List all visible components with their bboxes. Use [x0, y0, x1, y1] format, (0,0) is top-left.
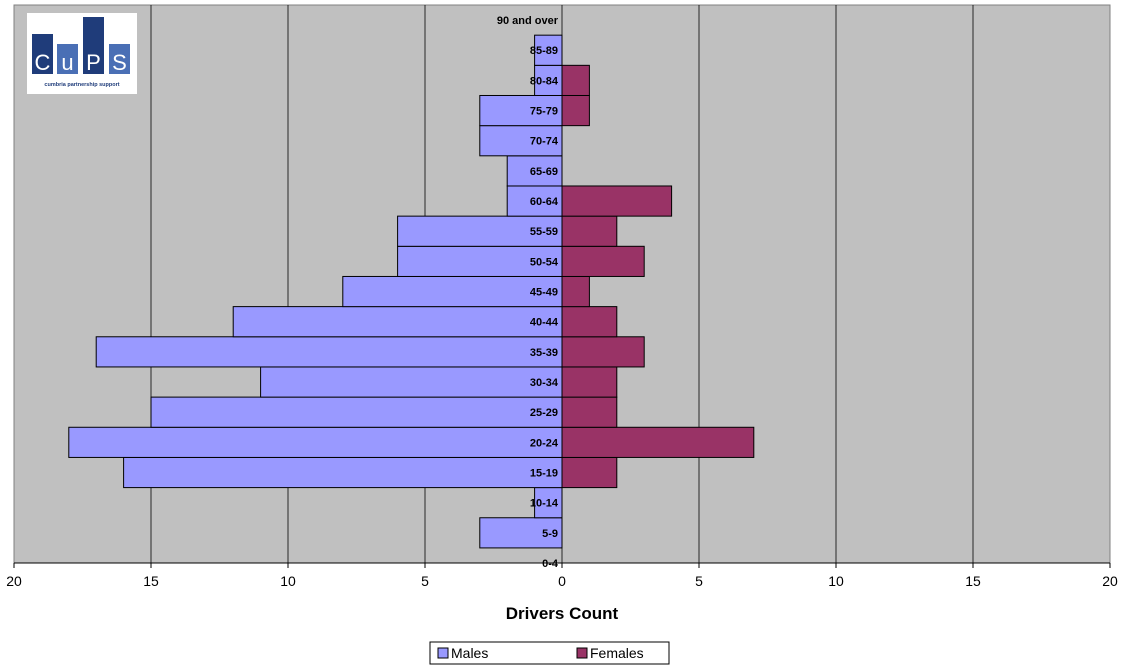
bar-males-25-29 — [150, 396, 563, 428]
bars — [68, 34, 755, 549]
category-label: 40-44 — [530, 317, 559, 329]
legend-label-males: Males — [451, 645, 488, 661]
x-tick-label: 20 — [6, 573, 22, 589]
bar-males-55-59 — [397, 215, 563, 247]
category-label: 45-49 — [530, 287, 558, 299]
bar-males-10-14 — [534, 487, 563, 519]
legend-label-females: Females — [590, 645, 644, 661]
bar-females-80-84 — [561, 64, 590, 96]
logo-block-s — [109, 44, 130, 74]
bar-females-50-54 — [561, 245, 645, 277]
category-label: 55-59 — [530, 226, 558, 238]
x-axis-ticks: 20 15 10 5 0 5 10 15 20 — [6, 563, 1118, 589]
category-label: 10-14 — [530, 498, 559, 510]
category-label: 85-89 — [530, 45, 558, 57]
category-label: 65-69 — [530, 166, 558, 178]
bar-females-55-59 — [561, 215, 618, 247]
x-tick-label: 15 — [965, 573, 981, 589]
logo-block-u — [57, 44, 78, 74]
x-tick-label: 5 — [695, 573, 703, 589]
bar-females-60-64 — [561, 185, 673, 217]
bar-males-30-34 — [260, 366, 563, 398]
x-tick-label: 15 — [143, 573, 159, 589]
legend-box — [429, 641, 670, 665]
bar-males-80-84 — [534, 64, 563, 96]
category-label: 20-24 — [530, 437, 559, 449]
category-label: 25-29 — [530, 407, 558, 419]
bar-females-75-79 — [561, 94, 590, 127]
bar-females-40-44 — [561, 306, 618, 338]
category-label: 80-84 — [530, 75, 559, 87]
cups-logo: C u P S cumbria partnership support — [27, 13, 137, 94]
bar-males-70-74 — [479, 125, 563, 157]
logo-letter-s: S — [112, 50, 127, 75]
bar-males-20-24 — [68, 426, 563, 458]
category-label: 90 and over — [497, 15, 559, 27]
bar-males-40-44 — [232, 306, 563, 338]
x-axis-label: Drivers Count — [506, 604, 619, 623]
legend-swatch-females — [576, 647, 588, 659]
bar-females-45-49 — [561, 275, 590, 308]
category-label: 50-54 — [530, 256, 559, 268]
bar-males-35-39 — [95, 336, 563, 368]
category-label: 0-4 — [542, 558, 559, 570]
logo-letter-p: P — [86, 50, 101, 75]
legend-swatch-males — [437, 647, 449, 659]
category-label: 30-34 — [530, 377, 559, 389]
logo-letter-c: C — [35, 50, 51, 75]
bar-females-30-34 — [561, 366, 618, 398]
category-labels: 0-4 5-9 10-14 15-19 20-24 25-29 30-34 35-39 40-4… — [497, 15, 559, 570]
logo-caption: cumbria partnership support — [44, 82, 119, 88]
logo-letter-u: u — [61, 50, 73, 75]
logo-block-p — [83, 17, 104, 74]
bar-males-15-19 — [123, 456, 563, 489]
category-label: 75-79 — [530, 106, 558, 118]
category-label: 35-39 — [530, 347, 558, 359]
bar-males-65-69 — [506, 155, 563, 187]
x-tick-label: 10 — [828, 573, 844, 589]
logo-block-c — [32, 34, 53, 74]
bar-males-85-89 — [534, 34, 563, 66]
x-tick-label: 0 — [558, 573, 566, 589]
bar-males-75-79 — [479, 94, 563, 127]
category-label: 15-19 — [530, 468, 558, 480]
legend: Males Females — [429, 641, 670, 665]
bar-females-20-24 — [561, 426, 755, 458]
bar-females-25-29 — [561, 396, 618, 428]
bar-males-50-54 — [397, 245, 563, 277]
bar-females-15-19 — [561, 456, 618, 489]
x-tick-label: 20 — [1102, 573, 1118, 589]
category-label: 5-9 — [542, 528, 558, 540]
bar-males-5-9 — [479, 517, 563, 549]
category-label: 60-64 — [530, 196, 559, 208]
bar-females-35-39 — [561, 336, 645, 368]
x-tick-label: 5 — [421, 573, 429, 589]
x-tick-label: 10 — [280, 573, 296, 589]
category-label: 70-74 — [530, 136, 559, 148]
